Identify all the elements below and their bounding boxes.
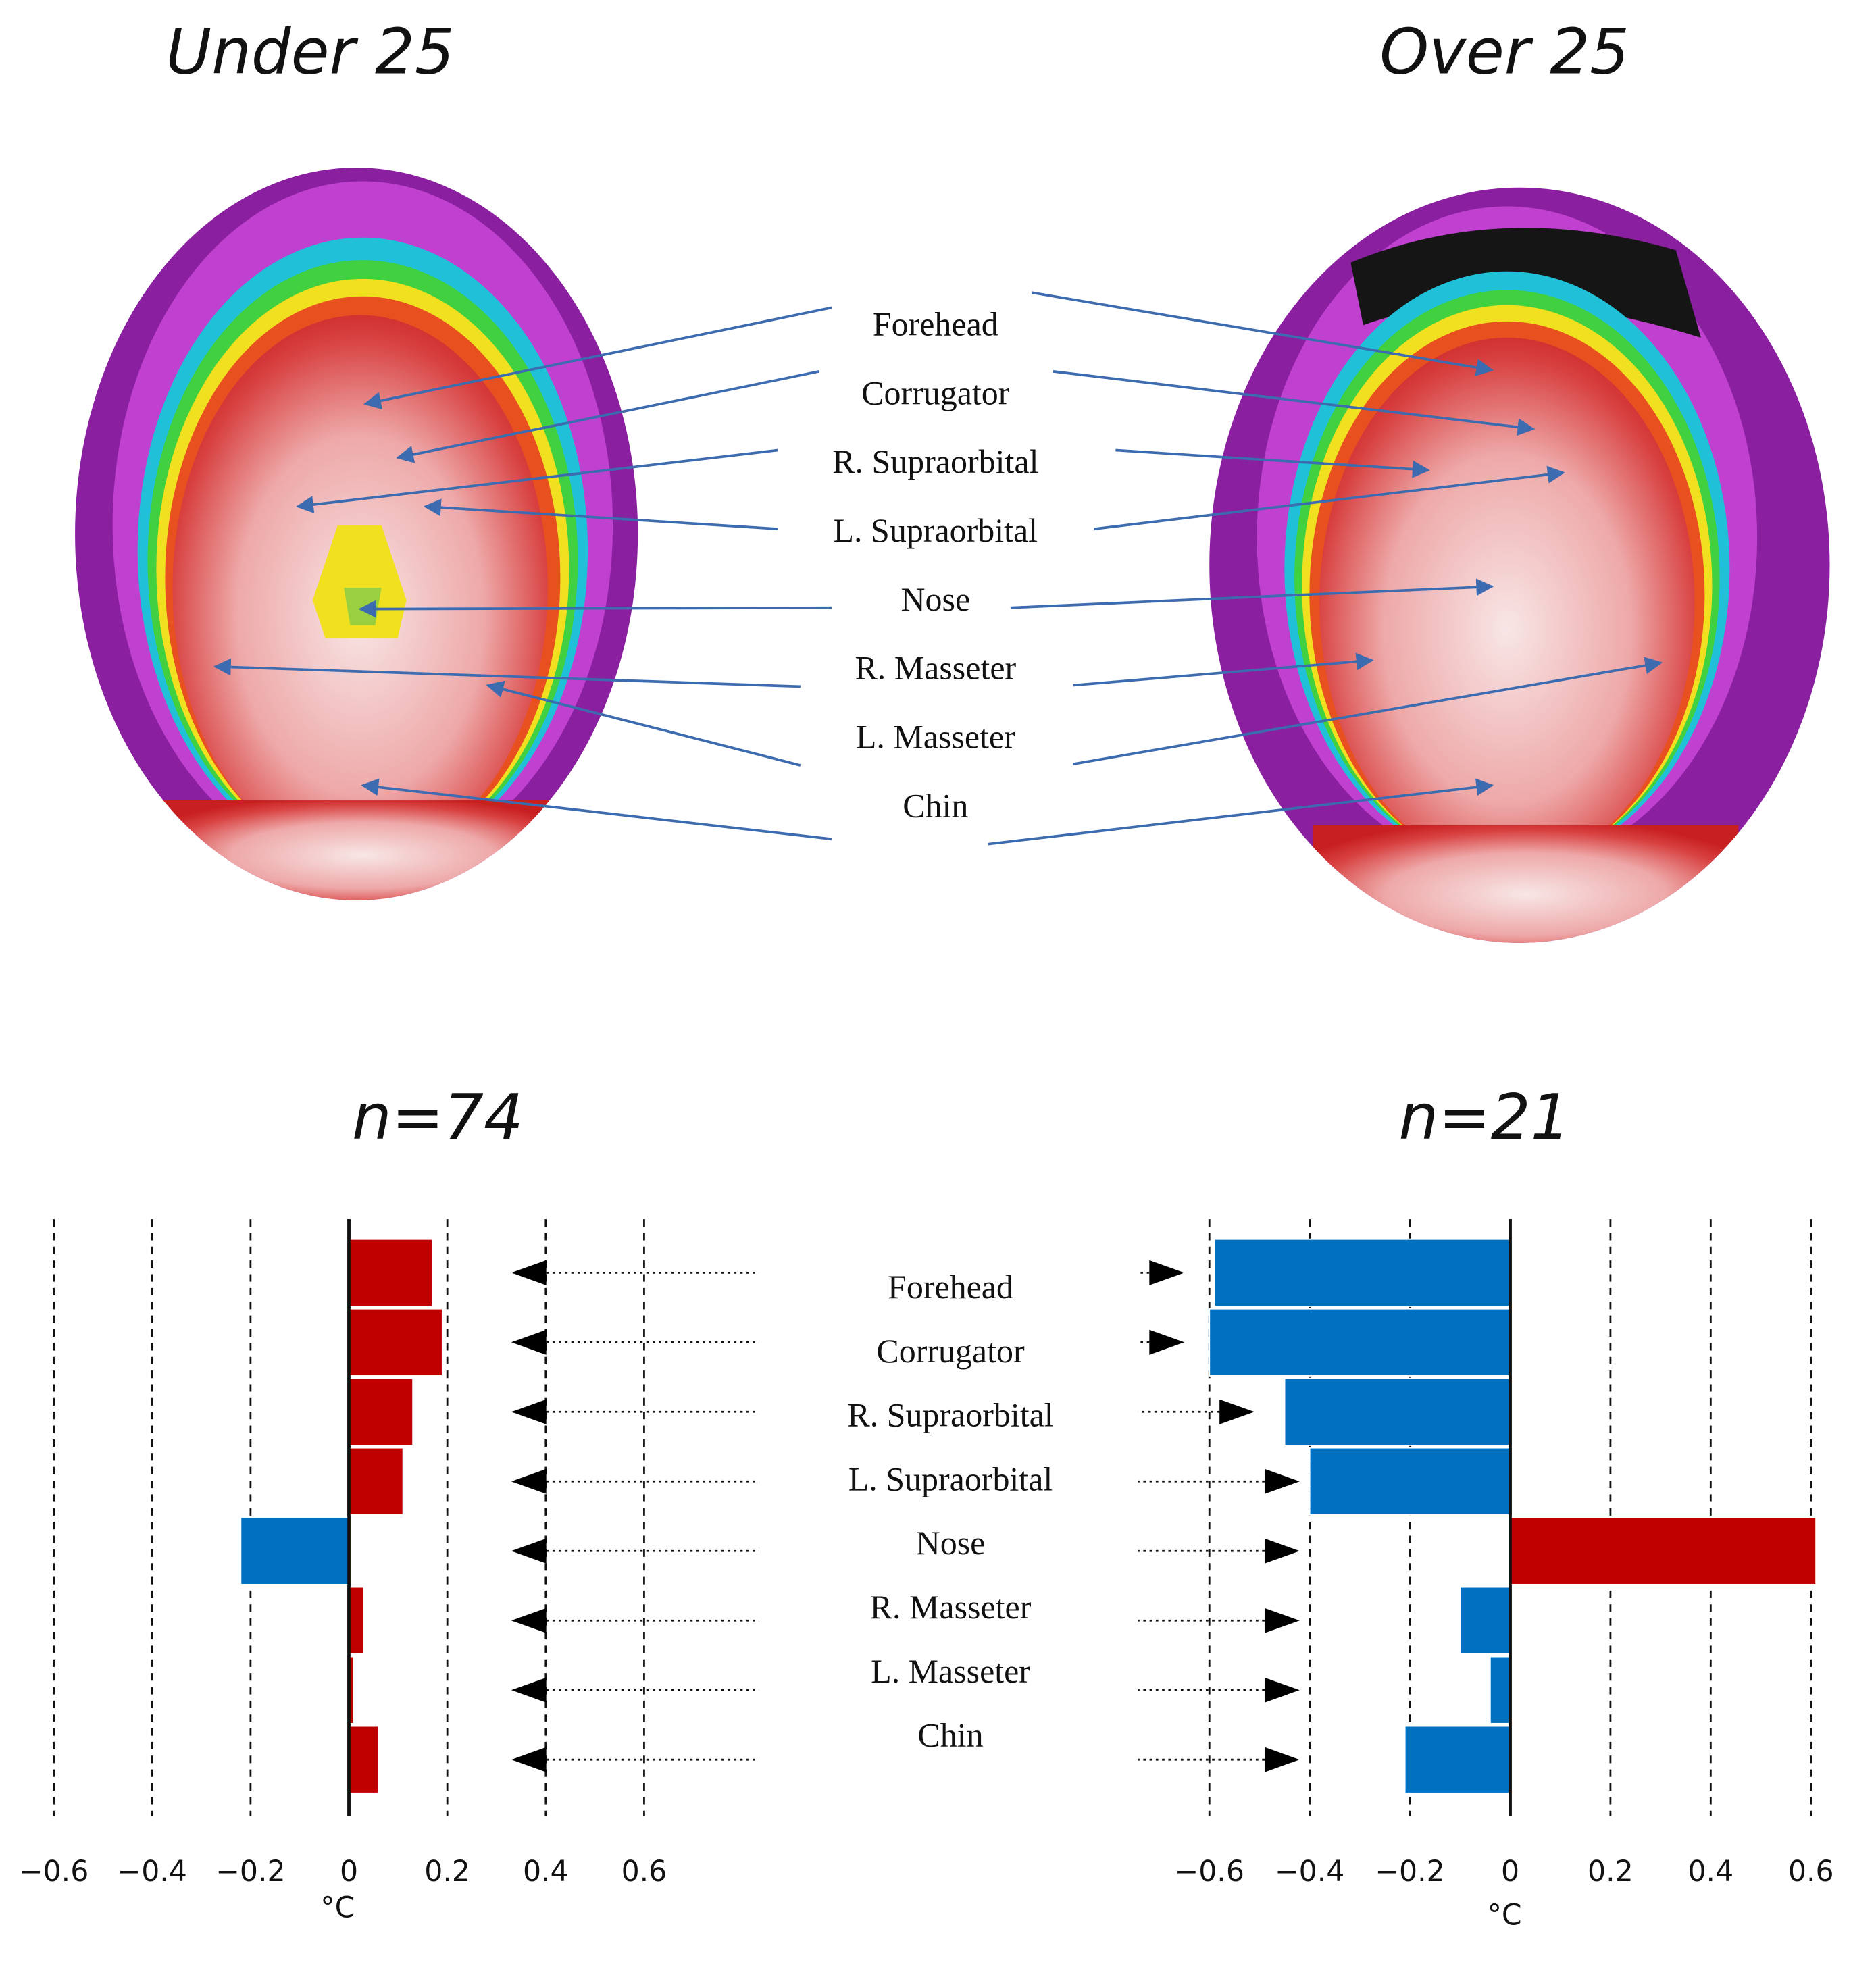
bar <box>1509 1516 1817 1585</box>
arrow-head <box>1264 1538 1300 1564</box>
arrow-head <box>1264 1468 1300 1494</box>
x-tick-label: 0.6 <box>622 1855 667 1889</box>
region-label: R. Supraorbital <box>832 442 1038 480</box>
x-tick-label: −0.4 <box>118 1855 187 1889</box>
x-tick-label: 0.4 <box>523 1855 569 1889</box>
category-label: Chin <box>917 1716 983 1754</box>
arrow-head <box>511 1747 547 1772</box>
category-label: Forehead <box>888 1268 1013 1306</box>
bar <box>348 1377 414 1446</box>
x-tick-label: −0.2 <box>1375 1855 1444 1889</box>
category-label: R. Supraorbital <box>847 1396 1053 1434</box>
x-tick-label: −0.6 <box>1175 1855 1244 1889</box>
bar <box>1489 1655 1511 1724</box>
region-pointers <box>213 291 1663 846</box>
region-label: L. Supraorbital <box>834 511 1038 549</box>
arrow-head <box>511 1677 547 1703</box>
x-tick-label: 0.2 <box>424 1855 470 1889</box>
arrow-head <box>511 1329 547 1355</box>
arrow-head <box>1264 1747 1300 1772</box>
x-axis-label: °C <box>320 1891 355 1925</box>
bar <box>348 1447 404 1516</box>
bar <box>348 1725 380 1794</box>
region-label: L. Masseter <box>856 717 1015 755</box>
arrow-head <box>1219 1399 1255 1424</box>
chart-title: n=74 <box>352 1081 524 1154</box>
category-label: R. Masseter <box>870 1588 1032 1626</box>
category-label: Corrugator <box>876 1332 1025 1370</box>
x-tick-label: 0.4 <box>1688 1855 1733 1889</box>
bar <box>1209 1308 1511 1377</box>
arrow-head <box>511 1468 547 1494</box>
arrow-head <box>511 1399 547 1424</box>
image-title: Over 25 <box>1379 16 1629 88</box>
region-label: Corrugator <box>861 374 1010 411</box>
x-tick-label: −0.2 <box>216 1855 285 1889</box>
arrow-head <box>1264 1608 1300 1633</box>
bar <box>348 1586 365 1655</box>
bar <box>240 1516 350 1585</box>
bar <box>348 1308 443 1377</box>
region-label: R. Masseter <box>855 649 1016 687</box>
x-tick-label: 0 <box>340 1855 358 1889</box>
bar <box>1213 1238 1511 1307</box>
arrow-head <box>511 1260 547 1285</box>
thermal-image-right <box>1209 187 1830 943</box>
bar <box>1404 1725 1511 1794</box>
image-title: Under 25 <box>166 16 454 88</box>
bar <box>348 1238 434 1307</box>
arrow-head <box>1264 1677 1300 1703</box>
x-tick-label: 0.2 <box>1588 1855 1633 1889</box>
chart-title: n=21 <box>1399 1081 1571 1154</box>
bar <box>1309 1447 1511 1516</box>
arrow-head <box>1149 1329 1185 1355</box>
category-label: L. Masseter <box>871 1652 1030 1690</box>
bar <box>1459 1586 1511 1655</box>
region-label: Nose <box>901 580 970 618</box>
x-tick-label: 0 <box>1501 1855 1519 1889</box>
x-tick-label: 0.6 <box>1788 1855 1834 1889</box>
category-label: L. Supraorbital <box>848 1460 1053 1497</box>
x-tick-label: −0.6 <box>19 1855 88 1889</box>
arrow-head <box>511 1538 547 1564</box>
x-tick-label: −0.4 <box>1275 1855 1344 1889</box>
category-label: Nose <box>916 1524 986 1562</box>
arrow-head <box>1149 1260 1185 1285</box>
thermal-image-left <box>75 168 638 900</box>
region-label: Forehead <box>873 305 998 343</box>
region-label: Chin <box>903 786 968 824</box>
arrow-head <box>511 1608 547 1633</box>
bar <box>1284 1377 1511 1446</box>
x-axis-label: °C <box>1488 1899 1522 1932</box>
